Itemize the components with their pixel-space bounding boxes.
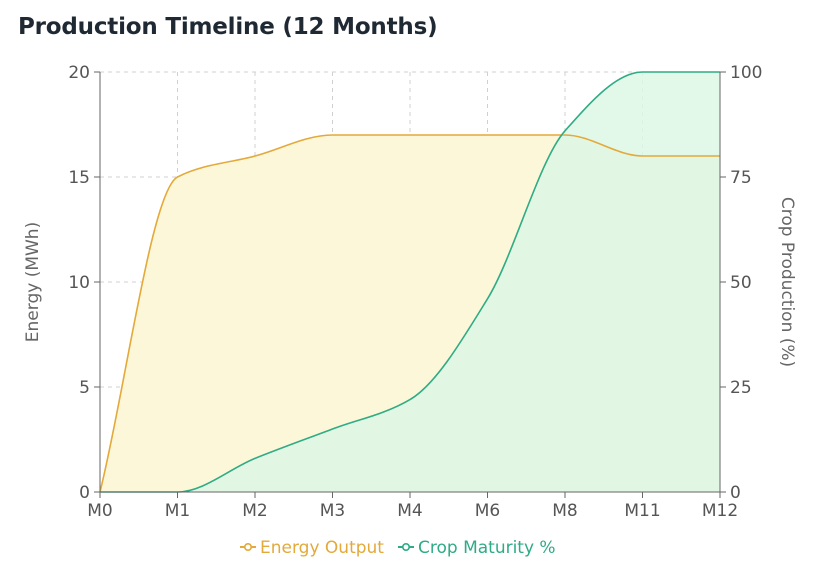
legend-swatch-marker xyxy=(244,542,253,551)
y-left-tick-label: 15 xyxy=(68,168,90,188)
x-tick-label: M11 xyxy=(624,501,660,521)
x-tick-label: M3 xyxy=(320,501,345,521)
energy-output-line xyxy=(99,134,720,493)
tick-layer: 0 5 10 15 20 0 25 50 75 100 M0 M1 M2 M3 M4 M6 M8 M11 M12 xyxy=(68,63,762,521)
area-layer xyxy=(100,72,720,492)
crop-maturity-line xyxy=(99,71,720,493)
legend-item-crop-maturity[interactable]: Crop Maturity % xyxy=(397,538,556,558)
legend-label: Energy Output xyxy=(260,538,384,558)
line-layer xyxy=(99,71,720,493)
legend-label: Crop Maturity % xyxy=(418,538,556,558)
x-tick-label: M8 xyxy=(552,501,577,521)
x-tick-label: M6 xyxy=(475,501,500,521)
x-tick-label: M4 xyxy=(397,501,422,521)
chart-title: Production Timeline (12 Months) xyxy=(18,14,438,40)
x-tick-label: M2 xyxy=(242,501,267,521)
y-axis-left-title: Energy (MWh) xyxy=(23,222,43,342)
x-tick-label: M0 xyxy=(87,501,112,521)
crop-maturity-area xyxy=(100,72,720,492)
legend-item-energy-output[interactable]: Energy Output xyxy=(240,538,384,558)
legend: Energy Output Crop Maturity % xyxy=(240,538,556,558)
y-right-tick-label: 0 xyxy=(730,483,741,503)
y-left-tick-label: 5 xyxy=(79,378,90,398)
y-right-tick-label: 50 xyxy=(730,273,752,293)
x-tick-label: M12 xyxy=(702,501,738,521)
y-left-tick-label: 20 xyxy=(68,63,90,83)
x-tick-label: M1 xyxy=(165,501,190,521)
y-right-tick-label: 100 xyxy=(730,63,762,83)
legend-swatch-marker xyxy=(401,542,410,551)
axis-layer xyxy=(94,71,726,498)
y-left-tick-label: 0 xyxy=(79,483,90,503)
y-right-tick-label: 75 xyxy=(730,168,752,188)
y-left-tick-label: 10 xyxy=(68,273,90,293)
y-axis-right-title: Crop Production (%) xyxy=(777,197,797,367)
y-right-tick-label: 25 xyxy=(730,378,752,398)
